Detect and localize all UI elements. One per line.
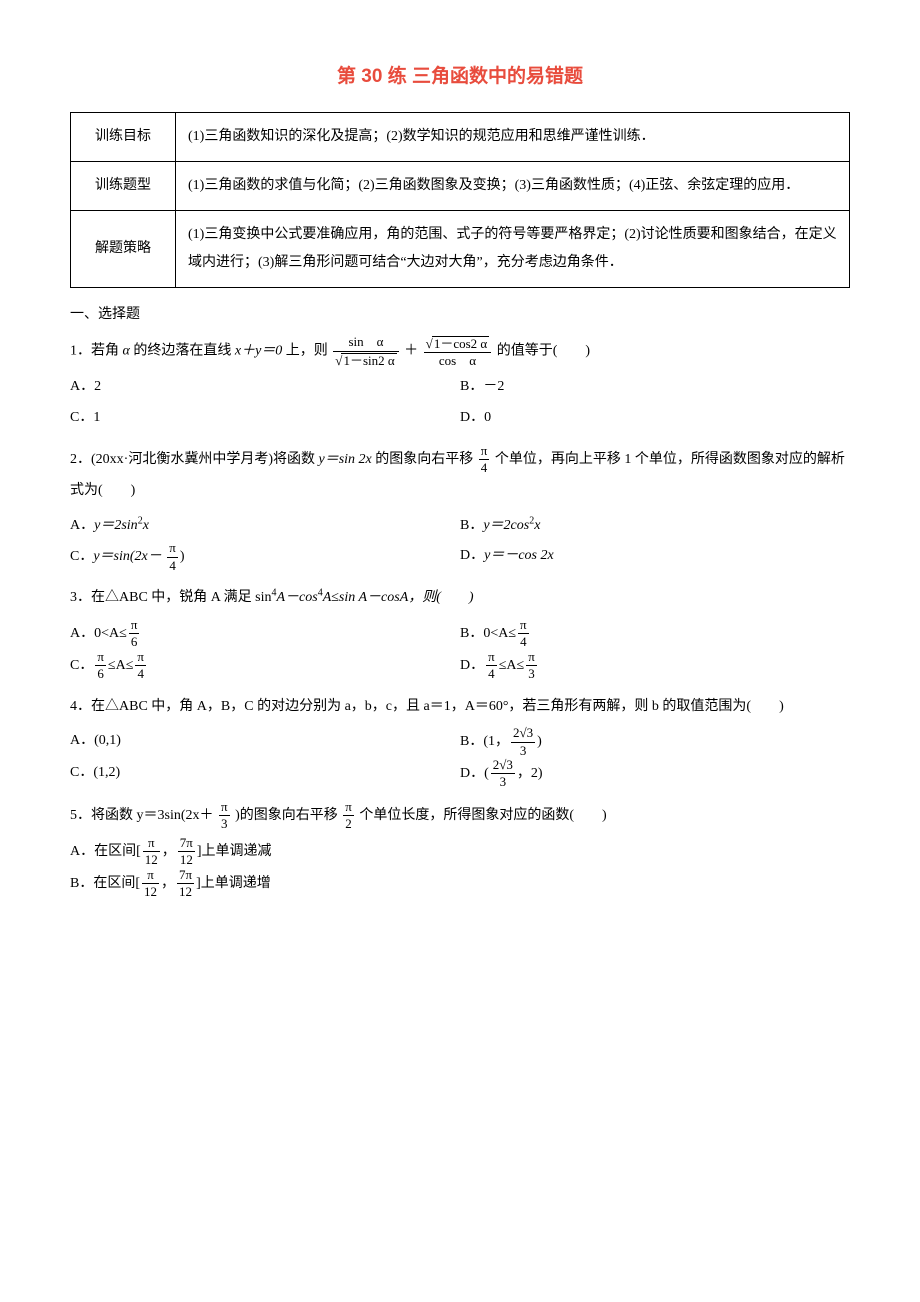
row-label: 解题策略 bbox=[71, 211, 176, 288]
frac-num: √1－cos2 α bbox=[424, 335, 492, 353]
q3-options: A．0<A≤π6 B．0<A≤π4 C．π6≤A≤π4 D．π4≤A≤π3 bbox=[70, 618, 850, 682]
section-heading: 一、选择题 bbox=[70, 302, 850, 327]
row-label: 训练目标 bbox=[71, 113, 176, 162]
table-row: 解题策略 (1)三角变换中公式要准确应用，角的范围、式子的符号等要严格界定；(2… bbox=[71, 211, 850, 288]
option-a: A．0<A≤π6 bbox=[70, 618, 460, 650]
option-c: C．π6≤A≤π4 bbox=[70, 650, 460, 682]
row-content: (1)三角函数的求值与化简；(2)三角函数图象及变换；(3)三角函数性质；(4)… bbox=[176, 162, 850, 211]
q1-text: 上，则 bbox=[282, 344, 328, 359]
option-b: B．在区间[π12，7π12]上单调递增 bbox=[70, 868, 850, 900]
q4-options: A．(0,1) B．(1，2√33) C．(1,2) D．(2√33，2) bbox=[70, 726, 850, 790]
option-c: C．1 bbox=[70, 403, 460, 434]
option-b: B．－2 bbox=[460, 372, 850, 403]
table-row: 训练目标 (1)三角函数知识的深化及提高；(2)数学知识的规范应用和思维严谨性训… bbox=[71, 113, 850, 162]
q1-plus: ＋ bbox=[404, 344, 418, 359]
q5-options: A．在区间[π12，7π12]上单调递减 B．在区间[π12，7π12]上单调递… bbox=[70, 836, 850, 900]
q1-eq: x＋y＝0 bbox=[235, 344, 282, 359]
row-content: (1)三角变换中公式要准确应用，角的范围、式子的符号等要严格界定；(2)讨论性质… bbox=[176, 211, 850, 288]
question-4: 4．在△ABC 中，角 A，B，C 的对边分别为 a，b，c，且 a＝1，A＝6… bbox=[70, 692, 850, 723]
q1-alpha: α bbox=[123, 344, 130, 359]
q5-text: )的图象向右平移 bbox=[235, 808, 338, 823]
question-1: 1．若角 α 的终边落在直线 x＋y＝0 上，则 sin α √1－sin2 α… bbox=[70, 335, 850, 368]
q2-options: A．y＝2sin2x B．y＝2cos2x C．y＝sin(2x－ π4) D．… bbox=[70, 511, 850, 574]
frac-num: sin α bbox=[333, 335, 398, 351]
q1-frac2: √1－cos2 α cos α bbox=[424, 335, 492, 368]
q2-fn: y＝sin 2x bbox=[319, 452, 372, 467]
question-5: 5．将函数 y＝3sin(2x＋ π3 )的图象向右平移 π2 个单位长度，所得… bbox=[70, 800, 850, 832]
q2-shift: π4 bbox=[479, 444, 490, 476]
option-a: A．2 bbox=[70, 372, 460, 403]
option-c: C．(1,2) bbox=[70, 758, 460, 790]
q1-text: 的终边落在直线 bbox=[130, 344, 235, 359]
option-b: B．0<A≤π4 bbox=[460, 618, 850, 650]
option-d: D．π4≤A≤π3 bbox=[460, 650, 850, 682]
q2-text: 2．(20xx·河北衡水冀州中学月考)将函数 bbox=[70, 452, 319, 467]
option-b: B．(1，2√33) bbox=[460, 726, 850, 758]
q1-options: A．2 B．－2 C．1 D．0 bbox=[70, 372, 850, 434]
option-d: D．(2√33，2) bbox=[460, 758, 850, 790]
q5-text: 5．将函数 y＝3sin(2x＋ bbox=[70, 808, 214, 823]
row-label: 训练题型 bbox=[71, 162, 176, 211]
q2-text: 的图象向右平移 bbox=[372, 452, 474, 467]
option-a: A．(0,1) bbox=[70, 726, 460, 758]
question-3: 3．在△ABC 中，锐角 A 满足 sin4A－cos4A≤sin A－cosA… bbox=[70, 583, 850, 614]
frac-den: √1－sin2 α bbox=[333, 352, 398, 369]
goals-table: 训练目标 (1)三角函数知识的深化及提高；(2)数学知识的规范应用和思维严谨性训… bbox=[70, 112, 850, 288]
q3-text: 3．在△ABC 中，锐角 A 满足 sin bbox=[70, 590, 271, 605]
row-content: (1)三角函数知识的深化及提高；(2)数学知识的规范应用和思维严谨性训练． bbox=[176, 113, 850, 162]
table-row: 训练题型 (1)三角函数的求值与化简；(2)三角函数图象及变换；(3)三角函数性… bbox=[71, 162, 850, 211]
q5-text: 个单位长度，所得图象对应的函数( ) bbox=[359, 808, 606, 823]
q1-text: 1．若角 bbox=[70, 344, 123, 359]
option-d: D．0 bbox=[460, 403, 850, 434]
q1-text: 的值等于( ) bbox=[497, 344, 590, 359]
frac-den: cos α bbox=[424, 353, 492, 368]
option-b: B．y＝2cos2x bbox=[460, 511, 850, 542]
option-c: C．y＝sin(2x－ π4) bbox=[70, 541, 460, 573]
option-a: A．在区间[π12，7π12]上单调递减 bbox=[70, 836, 850, 868]
option-d: D．y＝－cos 2x bbox=[460, 541, 850, 573]
page-title: 第 30 练 三角函数中的易错题 bbox=[70, 60, 850, 94]
option-a: A．y＝2sin2x bbox=[70, 511, 460, 542]
q1-frac1: sin α √1－sin2 α bbox=[333, 335, 398, 368]
question-2: 2．(20xx·河北衡水冀州中学月考)将函数 y＝sin 2x 的图象向右平移 … bbox=[70, 444, 850, 507]
